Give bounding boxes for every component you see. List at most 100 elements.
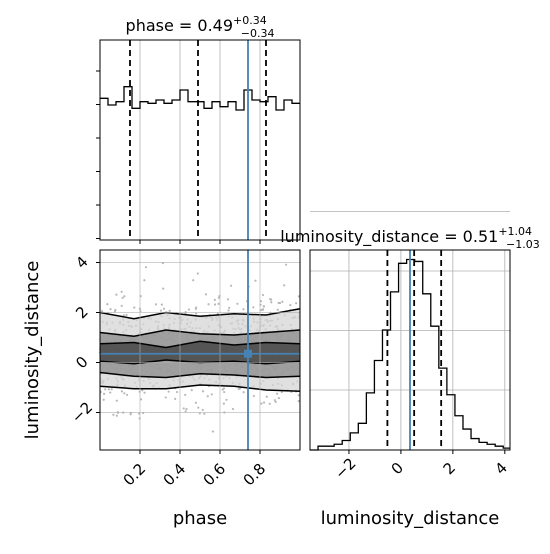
ld-hist-xtick-label-3: 4: [492, 459, 511, 478]
contour-outer-upper: [99, 308, 301, 320]
joint-ytick-label-3: 4: [72, 253, 91, 272]
luminosity-distance-title: luminosity_distance = 0.51+1.04 −1.03: [280, 225, 540, 251]
scatter-point: [207, 303, 210, 306]
scatter-point: [143, 279, 146, 282]
ld-hist-xtick-label-0: −2: [331, 454, 359, 482]
scatter-point: [222, 387, 226, 390]
x-axis-label-phase: phase: [173, 508, 227, 529]
scatter-point: [109, 308, 112, 311]
scatter-point: [167, 390, 170, 393]
scatter-point: [236, 302, 239, 305]
scatter-point: [268, 402, 271, 405]
scatter-point: [120, 304, 123, 307]
scatter-point: [140, 398, 143, 401]
scatter-point: [164, 396, 167, 399]
scatter-point: [261, 293, 265, 297]
scatter-point: [270, 301, 273, 304]
scatter-point: [185, 407, 188, 411]
scatter-point: [297, 399, 300, 403]
joint-xtick-label-1: 0.4: [160, 460, 190, 490]
scatter-point: [201, 408, 204, 412]
scatter-point: [120, 290, 123, 293]
ld-hist-xtick-label-2: 2: [440, 459, 459, 478]
scatter-point: [242, 308, 245, 311]
contour-middle-lower: [99, 371, 301, 379]
scatter-point: [203, 412, 206, 415]
contour-middle-upper: [99, 329, 301, 338]
scatter-point: [284, 263, 288, 266]
scatter-point: [109, 391, 112, 394]
scatter-point: [100, 309, 104, 313]
joint-ytick-label-1: 0: [72, 353, 91, 372]
scatter-point: [112, 413, 115, 416]
joint-truth-marker: [244, 349, 252, 358]
scatter-point: [213, 303, 217, 306]
scatter-point: [194, 401, 197, 404]
ld-hist-xtick-label-1: 0: [388, 459, 407, 478]
scatter-point: [254, 279, 257, 282]
density-band-inner: [100, 341, 300, 364]
scatter-point: [110, 388, 113, 391]
scatter-point: [102, 392, 106, 395]
scatter-point: [217, 296, 220, 299]
scatter-point: [106, 302, 109, 306]
scatter-point: [259, 309, 263, 312]
scatter-point: [197, 406, 200, 409]
scatter-point: [187, 308, 191, 311]
joint-ytick-label-2: 2: [72, 303, 91, 322]
scatter-point: [228, 306, 231, 309]
histogram-layer: −2 0 2 4: [96, 39, 511, 483]
scatter-point: [102, 398, 105, 401]
scatter-point: [201, 390, 205, 393]
scatter-point: [115, 414, 118, 417]
scatter-point: [175, 390, 179, 394]
scatter-point: [182, 407, 185, 410]
scatter-point: [242, 391, 245, 394]
scatter-point: [125, 393, 129, 396]
scatter-point: [123, 392, 126, 395]
scatter-point: [162, 287, 165, 290]
phase-hist-step: [100, 86, 300, 111]
scatter-point: [195, 312, 198, 315]
scatter-point: [162, 307, 166, 310]
scatter-point: [222, 402, 225, 405]
scatter-point: [190, 388, 193, 392]
scatter-point: [295, 302, 298, 305]
scatter-point: [211, 430, 215, 433]
scatter-point: [297, 394, 300, 397]
scatter-point: [262, 305, 265, 308]
scatter-point: [230, 284, 233, 287]
scatter-point: [237, 387, 240, 391]
scatter-point: [280, 390, 283, 394]
joint-xtick-label-3: 0.8: [240, 460, 270, 490]
x-axis-label-luminosity-distance: luminosity_distance: [321, 508, 500, 529]
scatter-point: [277, 301, 280, 305]
scatter-point: [184, 410, 187, 413]
joint-ytick-label-0: −2: [68, 398, 96, 426]
scatter-point: [143, 391, 146, 394]
scatter-point: [260, 402, 263, 405]
scatter-point: [231, 407, 235, 411]
scatter-point: [213, 298, 216, 301]
scatter-point: [210, 393, 213, 396]
scatter-point: [276, 308, 279, 311]
scatter-point: [281, 300, 284, 303]
scatter-point: [275, 392, 279, 395]
scatter-point: [252, 394, 255, 398]
contour-inner-upper: [99, 340, 301, 349]
scatter-point: [223, 390, 226, 394]
contour-outer-lower: [99, 384, 301, 392]
scatter-point: [129, 413, 132, 416]
scatter-point: [225, 398, 228, 401]
scatter-point: [273, 399, 276, 402]
joint-frame: [99, 249, 301, 451]
scatter-point: [262, 401, 266, 404]
scatter-point: [206, 395, 209, 398]
scatter-point: [277, 396, 280, 400]
scatter-point: [227, 309, 230, 312]
scatter-point: [269, 298, 272, 301]
scatter-point: [133, 306, 136, 309]
scatter-point: [194, 307, 197, 310]
